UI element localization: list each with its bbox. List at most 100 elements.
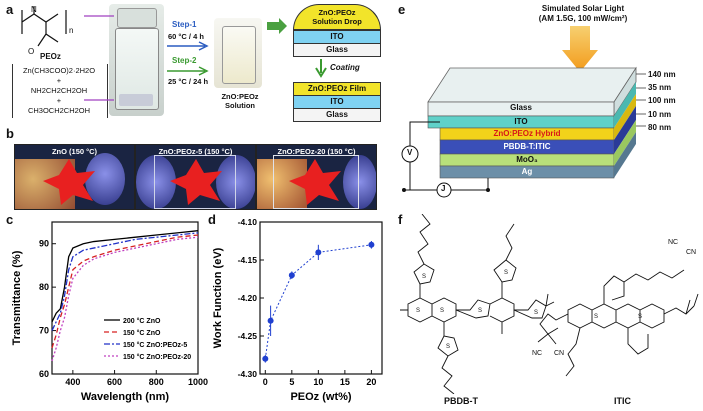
y-tick-label: 80	[39, 282, 49, 292]
legend-label: 200 °C ZnO	[123, 317, 161, 325]
data-point	[267, 317, 274, 324]
green-arrow	[267, 18, 287, 34]
svg-text:S: S	[534, 310, 538, 316]
thickness-glass: 140 nm	[648, 70, 676, 79]
legend-label: 150 °C ZnO:PEOz-5	[123, 341, 187, 349]
series-line	[51, 236, 199, 362]
peoz-structure: N O	[21, 5, 67, 56]
series-line	[51, 230, 199, 323]
y-tick-label: 60	[39, 369, 49, 379]
reagent-list: Zn(CH3COO)2·2H2O + NH2CH2CH2OH + CH3OCH2…	[14, 66, 104, 116]
svg-text:S: S	[478, 308, 482, 314]
panel-f: S S S S S S S S S NC CN NC CN PBDB-T ITIC	[398, 214, 700, 409]
thickness-active: 100 nm	[648, 96, 676, 106]
solution-label-1: ZnO:PEOz	[221, 92, 259, 101]
series-line	[51, 232, 199, 331]
x-axis-label: Wavelength (nm)	[81, 391, 170, 403]
thickness-ito: 35 nm	[648, 83, 672, 93]
step2-cond: 25 °C / 24 h	[168, 77, 209, 86]
data-point	[288, 272, 295, 279]
y-tick-label: 90	[39, 239, 49, 249]
panel-b-label: b	[6, 126, 14, 141]
drop-dome: ZnO:PEOz Solution Drop	[293, 4, 381, 30]
vial-photo	[109, 4, 164, 116]
film-layer: ZnO:PEOz Film	[293, 82, 381, 96]
reagent: NH2CH2CH2OH	[30, 86, 88, 95]
x-tick-label: 10	[313, 377, 323, 387]
layer-zno: ZnO:PEOz Hybrid	[493, 129, 561, 138]
panel-e-label: e	[398, 2, 406, 17]
reagent: Zn(CH3COO)2·2H2O	[22, 66, 96, 75]
ito-layer-2: ITO	[293, 95, 381, 109]
thickness-ag: 80 nm	[648, 122, 672, 132]
step2-arrow	[167, 66, 209, 76]
x-tick-label: 5	[289, 377, 294, 387]
layer-ag: Ag	[521, 167, 533, 176]
reagent-plus: +	[56, 76, 62, 85]
panel-c-label: c	[6, 212, 14, 227]
light-arrow	[562, 26, 598, 72]
subscript-n: n	[69, 26, 74, 35]
x-tick-label: 20	[366, 377, 376, 387]
reagent: CH3OCH2CH2OH	[27, 106, 91, 115]
itic-cn-2: CN	[554, 350, 565, 357]
y-tick-label: -4.25	[238, 331, 258, 341]
x-tick-label: 1000	[188, 377, 208, 387]
step1-label: Step-1	[172, 20, 197, 29]
photo-caption: ZnO:PEOz-20 (150 °C)	[277, 147, 356, 156]
light-line-2: (AM 1.5G, 100 mW/cm²)	[538, 14, 628, 23]
data-point	[368, 241, 375, 248]
drop-label-2: Solution Drop	[312, 17, 362, 26]
light-title: Simulated Solar Light (AM 1.5G, 100 mW/c…	[518, 4, 648, 24]
panel-d-label: d	[208, 212, 216, 227]
photo-zno-peoz5: ZnO:PEOz-5 (150 °C)	[135, 144, 256, 210]
mol-name-pbdbt: PBDB-T	[444, 396, 478, 406]
solution-photo	[214, 18, 262, 88]
legend-label: 150 °C ZnO:PEOz-20	[123, 353, 191, 361]
svg-text:S: S	[440, 308, 444, 314]
solution-label: ZnO:PEOz Solution	[210, 92, 270, 110]
y-tick-label: -4.15	[238, 255, 258, 265]
coating-label: Coating	[330, 63, 360, 72]
series-line	[264, 244, 372, 359]
y-axis-label: Transmittance (%)	[11, 250, 23, 345]
light-line-1: Simulated Solar Light	[541, 4, 625, 13]
x-tick-label: 15	[340, 377, 350, 387]
layer-ito: ITO	[514, 117, 528, 126]
y-tick-label: -4.20	[238, 293, 258, 303]
svg-text:O: O	[28, 47, 34, 56]
mol-name-itic: ITIC	[614, 396, 631, 406]
svg-text:S: S	[594, 314, 598, 320]
y-tick-label: 70	[39, 326, 49, 336]
y-tick-label: -4.10	[238, 217, 258, 227]
layer-moo3: MoO₃	[516, 155, 538, 164]
pointer-arrows	[84, 15, 114, 101]
panel-e: Simulated Solar Light (AM 1.5G, 100 mW/c…	[398, 2, 698, 207]
legend-label: 150 °C ZnO	[123, 329, 161, 337]
y-tick-label: -4.30	[238, 369, 258, 379]
itic-cn-1: CN	[686, 249, 697, 256]
step2-label: Step-2	[172, 56, 197, 65]
photo-zno-peoz20: ZnO:PEOz-20 (150 °C)	[256, 144, 377, 210]
x-tick-label: 800	[149, 377, 164, 387]
ito-layer-1: ITO	[293, 30, 381, 44]
drop-label-1: ZnO:PEOz	[318, 8, 356, 17]
red-logo	[43, 159, 95, 205]
device-stack	[401, 66, 646, 198]
voltmeter-label: V	[407, 148, 413, 157]
step1-cond: 60 °C / 4 h	[168, 32, 204, 41]
glass-layer-1: Glass	[293, 43, 381, 57]
photo-caption: ZnO (150 °C)	[51, 147, 98, 156]
x-tick-label: 400	[65, 377, 80, 387]
layer-active: PBDB-T:ITIC	[503, 142, 551, 151]
ammeter-label: J	[441, 184, 446, 193]
work-function-chart: 0 5 10 15 20 -4.10 -4.15 -4.20 -4.25 -4.30 PEOz (w…	[212, 217, 383, 403]
svg-text:S: S	[446, 344, 450, 350]
x-tick-label: 600	[107, 377, 122, 387]
svg-text:N: N	[31, 5, 37, 14]
polymer-name: PEOz	[40, 52, 61, 61]
x-axis-label: PEOz (wt%)	[290, 391, 351, 403]
molecule-drawings: S S S S S S S S S	[400, 214, 699, 394]
svg-text:S: S	[504, 270, 508, 276]
y-axis-label: Work Function (eV)	[212, 247, 224, 348]
